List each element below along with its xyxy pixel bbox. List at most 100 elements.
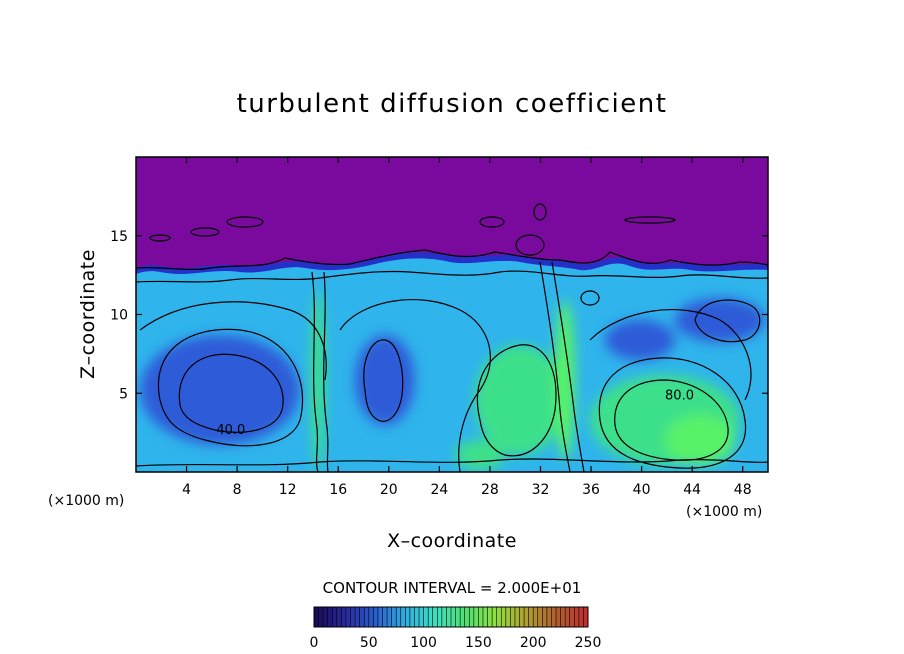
colorbar-segment [314, 607, 319, 627]
x-tick-label: 32 [532, 482, 550, 498]
contour-band-bottom [136, 270, 768, 283]
colorbar-segment [464, 607, 470, 627]
colorbar-segment [455, 607, 461, 627]
colorbar-tick-label: 150 [465, 635, 492, 651]
contour-column-32km [539, 261, 571, 472]
contour-cloud-4 [479, 216, 505, 228]
colorbar-segment [542, 607, 548, 627]
column-14km [311, 290, 325, 470]
colorbar-segment [533, 607, 539, 627]
x-tick-label: 44 [683, 482, 701, 498]
y-tick-label: 5 [119, 386, 128, 402]
y-axis-ticks: 5 10 15 [110, 229, 768, 402]
colorbar-segment [560, 607, 566, 627]
plume-center [475, 345, 565, 455]
colorbar-segment [345, 607, 351, 627]
x-axis-unit-right: (×1000 m) [686, 504, 762, 520]
colorbar-segment [432, 607, 438, 627]
x-tick-label: 40 [633, 482, 651, 498]
colorbar-tick-label: 100 [410, 635, 437, 651]
colorbar-segment [368, 607, 374, 627]
colorbar-segment [318, 607, 324, 627]
colorbar-segment [355, 607, 360, 627]
contour-ground [136, 458, 768, 467]
contour-band-top [136, 249, 768, 270]
colorbar-segment [400, 607, 406, 627]
contour-cloud-5 [515, 234, 545, 256]
contour-plume-right-inner [614, 379, 729, 461]
field-upper-layer-fill [136, 157, 768, 268]
contour-labels: 40.0 80.0 [216, 389, 694, 439]
colorbar-segment [423, 607, 429, 627]
colorbar-segment [323, 607, 328, 627]
y-tick-label: 15 [110, 229, 128, 245]
x-tick-label: 36 [582, 482, 600, 498]
colorbar-segment [359, 607, 365, 627]
contour-plume-center [476, 344, 557, 457]
colorbar-tick-label: 250 [575, 635, 602, 651]
colorbar-segment [505, 607, 511, 627]
contour-interval-label: CONTOUR INTERVAL = 2.000E+01 [323, 579, 582, 597]
colorbar-segment [487, 607, 493, 627]
x-tick-label: 4 [182, 482, 191, 498]
contour-left-eddy [157, 328, 304, 447]
contour-right-eddy [694, 299, 761, 343]
contour-cloud-6 [533, 203, 547, 221]
contour-mid-eddy [363, 339, 404, 422]
colorbar-segment [546, 607, 552, 627]
x-tick-label: 20 [380, 482, 398, 498]
colorbar-segment [377, 607, 383, 627]
contour-label: 40.0 [216, 423, 245, 438]
colorbar-segment [501, 607, 507, 627]
colorbar-tick-label: 200 [520, 635, 547, 651]
column-32km [555, 300, 575, 460]
colorbar-segment [387, 607, 392, 627]
colorbar-segment [565, 607, 571, 627]
colorbar-ticks: 0 50 100 150 200 250 [310, 635, 602, 651]
colorbar [313, 606, 589, 628]
colorbar-segment [446, 607, 452, 627]
colorbar-segment [569, 607, 575, 627]
colorbar-segment [482, 607, 488, 627]
colorbar-segment [478, 607, 484, 627]
colorbar-segment [396, 607, 402, 627]
colorbar-segment [583, 607, 589, 627]
contour-column-14km [311, 271, 319, 472]
plume-base [455, 440, 505, 470]
colorbar-segment [373, 607, 379, 627]
colorbar-segment [574, 607, 580, 627]
contour-label: 80.0 [665, 389, 694, 404]
contour-mid-swirl [339, 299, 491, 472]
colorbar-segment [524, 607, 529, 627]
colorbar-segment [419, 607, 424, 627]
y-axis-label: Z–coordinate [77, 249, 99, 379]
colorbar-segment [514, 607, 520, 627]
colorbar-segment [391, 607, 397, 627]
x-tick-label: 24 [430, 482, 448, 498]
contour-column-32km-b [551, 261, 585, 472]
contour-cloud-2 [190, 227, 220, 237]
contour-left-eddy-inner [178, 353, 284, 433]
colorbar-segment [414, 607, 420, 627]
colorbar-segment [519, 607, 525, 627]
x-tick-label: 8 [233, 482, 242, 498]
contour-cloud-7 [624, 216, 676, 224]
colorbar-segment [382, 607, 388, 627]
contour-cloud-1 [226, 216, 264, 228]
colorbar-segment [460, 607, 465, 627]
contour-cloud-8 [580, 290, 600, 306]
x-tick-label: 12 [279, 482, 297, 498]
x-tick-label: 16 [329, 482, 347, 498]
eddy-mid-right [605, 320, 675, 360]
colorbar-frame [313, 606, 589, 628]
colorbar-segment [510, 607, 516, 627]
y-tick-label: 10 [110, 308, 128, 324]
colorbar-segment [537, 607, 543, 627]
colorbar-segment [451, 607, 456, 627]
contour-column-14km-b [323, 271, 329, 472]
contour-cloud-3 [149, 234, 171, 242]
colorbar-segment [332, 607, 338, 627]
contour-plume-right [598, 357, 747, 469]
x-axis-label: X–coordinate [387, 530, 517, 552]
